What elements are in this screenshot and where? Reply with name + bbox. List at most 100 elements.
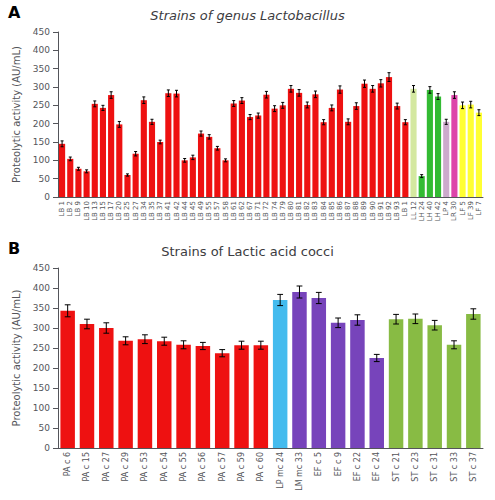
svg-text:LB 79: LB 79 bbox=[279, 201, 287, 221]
svg-text:LB 15: LB 15 bbox=[99, 201, 107, 221]
svg-text:ST c 23: ST c 23 bbox=[411, 452, 420, 482]
svg-text:150: 150 bbox=[33, 383, 50, 393]
svg-text:LB 17: LB 17 bbox=[107, 201, 115, 221]
svg-text:PA c 54: PA c 54 bbox=[160, 452, 169, 481]
svg-text:LB 62: LB 62 bbox=[238, 201, 246, 221]
svg-text:LB 37: LB 37 bbox=[156, 201, 164, 221]
svg-text:LB 34: LB 34 bbox=[140, 200, 148, 220]
svg-text:PA c 6: PA c 6 bbox=[63, 452, 72, 476]
svg-text:LB 61: LB 61 bbox=[230, 201, 238, 221]
svg-text:PA c 29: PA c 29 bbox=[121, 452, 130, 481]
svg-text:LB 41: LB 41 bbox=[164, 201, 172, 221]
svg-text:PA c 60: PA c 60 bbox=[256, 452, 265, 481]
svg-text:LB 86: LB 86 bbox=[336, 200, 344, 220]
svg-text:200: 200 bbox=[33, 119, 50, 129]
svg-text:LB 85: LB 85 bbox=[328, 201, 336, 221]
svg-text:400: 400 bbox=[33, 283, 50, 293]
svg-text:LM mc 33: LM mc 33 bbox=[295, 452, 304, 491]
svg-text:LB 1: LB 1 bbox=[58, 201, 66, 216]
svg-text:0: 0 bbox=[44, 443, 50, 453]
svg-text:B: B bbox=[8, 239, 20, 258]
svg-text:EF c 5: EF c 5 bbox=[314, 452, 323, 476]
svg-text:LH 40: LH 40 bbox=[426, 201, 434, 221]
svg-text:LR 30: LR 30 bbox=[450, 201, 458, 221]
svg-text:350: 350 bbox=[33, 303, 50, 313]
svg-text:ST c 33: ST c 33 bbox=[450, 452, 459, 482]
svg-text:LB 44: LB 44 bbox=[181, 200, 189, 220]
svg-text:0: 0 bbox=[44, 192, 50, 202]
svg-text:LB 57: LB 57 bbox=[213, 201, 221, 221]
svg-text:LP mc 24: LP mc 24 bbox=[276, 452, 285, 489]
svg-text:450: 450 bbox=[33, 27, 50, 37]
svg-text:LB 90: LB 90 bbox=[369, 201, 377, 221]
svg-text:300: 300 bbox=[33, 82, 50, 92]
svg-text:LB 35: LB 35 bbox=[148, 201, 156, 221]
svg-text:PA c 59: PA c 59 bbox=[237, 452, 246, 481]
svg-text:350: 350 bbox=[33, 64, 50, 74]
svg-text:LB 55: LB 55 bbox=[205, 201, 213, 221]
svg-text:LF 5: LF 5 bbox=[459, 201, 467, 216]
svg-text:LB 82: LB 82 bbox=[303, 201, 311, 221]
svg-text:A: A bbox=[8, 3, 21, 22]
svg-text:LB 9: LB 9 bbox=[74, 201, 82, 216]
svg-text:LB 1: LB 1 bbox=[401, 201, 409, 216]
svg-text:LB 67: LB 67 bbox=[246, 201, 254, 221]
svg-text:ST c 31: ST c 31 bbox=[430, 452, 439, 482]
svg-text:LB 92: LB 92 bbox=[385, 201, 393, 221]
svg-text:50: 50 bbox=[39, 174, 51, 184]
svg-text:PA c 53: PA c 53 bbox=[140, 452, 149, 481]
svg-text:EF c 24: EF c 24 bbox=[372, 452, 381, 481]
svg-text:LP 4: LP 4 bbox=[442, 200, 450, 215]
svg-text:250: 250 bbox=[33, 343, 50, 353]
svg-text:PA c 56: PA c 56 bbox=[198, 452, 207, 481]
svg-text:LB 74: LB 74 bbox=[271, 200, 279, 220]
svg-text:PA c 27: PA c 27 bbox=[102, 452, 111, 481]
svg-text:LL 12: LL 12 bbox=[410, 201, 418, 220]
svg-text:PA c 57: PA c 57 bbox=[218, 452, 227, 481]
svg-text:150: 150 bbox=[33, 137, 50, 147]
svg-text:LB 45: LB 45 bbox=[189, 201, 197, 221]
svg-text:LB 10: LB 10 bbox=[83, 201, 91, 221]
svg-text:LB 88: LB 88 bbox=[352, 201, 360, 221]
svg-text:LB 81: LB 81 bbox=[295, 201, 303, 221]
svg-text:EF c 9: EF c 9 bbox=[334, 452, 343, 476]
svg-text:LB 89: LB 89 bbox=[360, 201, 368, 221]
svg-text:200: 200 bbox=[33, 363, 50, 373]
svg-text:LB 91: LB 91 bbox=[377, 201, 385, 221]
svg-text:LB 20: LB 20 bbox=[115, 201, 123, 221]
svg-text:Proteolytic activity (AU/mL): Proteolytic activity (AU/mL) bbox=[11, 46, 22, 183]
svg-text:250: 250 bbox=[33, 100, 50, 110]
svg-text:Proteolytic activity (AU/mL): Proteolytic activity (AU/mL) bbox=[11, 289, 22, 426]
svg-text:100: 100 bbox=[33, 403, 50, 413]
svg-text:450: 450 bbox=[33, 263, 50, 273]
svg-text:100: 100 bbox=[33, 155, 50, 165]
svg-text:LB 83: LB 83 bbox=[311, 201, 319, 221]
svg-text:LH 42: LH 42 bbox=[434, 201, 442, 221]
svg-text:LB 49: LB 49 bbox=[197, 201, 205, 221]
svg-text:300: 300 bbox=[33, 323, 50, 333]
svg-text:LB 13: LB 13 bbox=[91, 201, 99, 221]
svg-text:LB 27: LB 27 bbox=[132, 201, 140, 221]
svg-text:LB 84: LB 84 bbox=[320, 200, 328, 220]
svg-text:LH 24: LH 24 bbox=[418, 200, 426, 221]
svg-text:LB 58: LB 58 bbox=[222, 201, 230, 221]
svg-text:PA c 55: PA c 55 bbox=[179, 452, 188, 481]
svg-text:50: 50 bbox=[39, 423, 51, 433]
svg-text:Strains of genus Lactobacillus: Strains of genus Lactobacillus bbox=[150, 8, 345, 23]
svg-text:LF 7: LF 7 bbox=[475, 201, 483, 216]
svg-text:LB 80: LB 80 bbox=[287, 201, 295, 221]
svg-text:LB 93: LB 93 bbox=[393, 201, 401, 221]
svg-text:LB 87: LB 87 bbox=[344, 201, 352, 221]
svg-text:LB 25: LB 25 bbox=[123, 201, 131, 221]
svg-text:LF 39: LF 39 bbox=[467, 201, 475, 220]
svg-text:LB 42: LB 42 bbox=[173, 201, 181, 221]
svg-text:LB 72: LB 72 bbox=[262, 201, 270, 221]
svg-text:400: 400 bbox=[33, 45, 50, 55]
svg-text:ST c 37: ST c 37 bbox=[469, 452, 478, 482]
svg-text:ST c 21: ST c 21 bbox=[392, 452, 401, 482]
svg-text:LB 71: LB 71 bbox=[254, 201, 262, 221]
svg-text:Strains of Lactic acid cocci: Strains of Lactic acid cocci bbox=[161, 244, 334, 259]
svg-text:EF c 22: EF c 22 bbox=[353, 452, 362, 481]
svg-text:PA c 15: PA c 15 bbox=[82, 452, 91, 481]
svg-text:LB 2: LB 2 bbox=[66, 201, 74, 216]
